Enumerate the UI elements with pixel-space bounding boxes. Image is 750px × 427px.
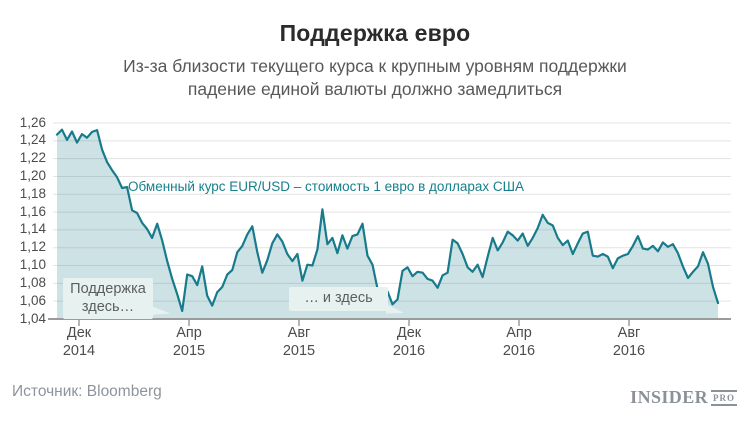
y-tick-label: 1,04: [19, 310, 46, 326]
source-credit: Источник: Bloomberg: [12, 383, 162, 400]
gridlines: [53, 122, 731, 302]
insiderpro-logo: INSIDER PRO: [630, 387, 737, 408]
callout-tail-right: [386, 304, 404, 314]
series-label: Обменный курс EUR/USD – стоимость 1 евро…: [128, 179, 525, 194]
y-tick-label: 1,26: [19, 114, 46, 130]
y-tick-label: 1,22: [19, 150, 46, 166]
logo-pro-badge: PRO: [711, 389, 737, 406]
y-tick-label: 1,06: [19, 292, 46, 308]
callout-tail-left: [148, 305, 171, 315]
x-tick-label: Авг 2016: [612, 325, 646, 359]
page-title: Поддержка евро: [279, 20, 471, 46]
callout-support-here: Поддержка здесь…: [63, 278, 153, 320]
y-tick-label: 1,20: [19, 167, 46, 183]
logo-insider-text: INSIDER: [630, 387, 708, 407]
page-subtitle: Из-за близости текущего курса к крупным …: [123, 56, 627, 100]
y-tick-label: 1,16: [19, 203, 46, 219]
y-tick-label: 1,24: [19, 132, 46, 148]
x-tick-label: Дек 2016: [392, 325, 426, 359]
y-tick-label: 1,10: [19, 257, 46, 273]
y-tick-label: 1,08: [19, 274, 46, 290]
y-tick-label: 1,14: [19, 221, 46, 237]
callout-and-here: … и здесь: [289, 287, 388, 311]
x-axis-ticks: [78, 319, 630, 326]
x-tick-label: Апр 2016: [502, 325, 536, 359]
series-area-fill: [57, 129, 718, 319]
x-tick-label: Авг 2015: [282, 325, 316, 359]
x-tick-label: Дек 2014: [62, 325, 96, 359]
x-tick-label: Апр 2015: [172, 325, 206, 359]
y-tick-label: 1,18: [19, 185, 46, 201]
y-tick-label: 1,12: [19, 239, 46, 255]
